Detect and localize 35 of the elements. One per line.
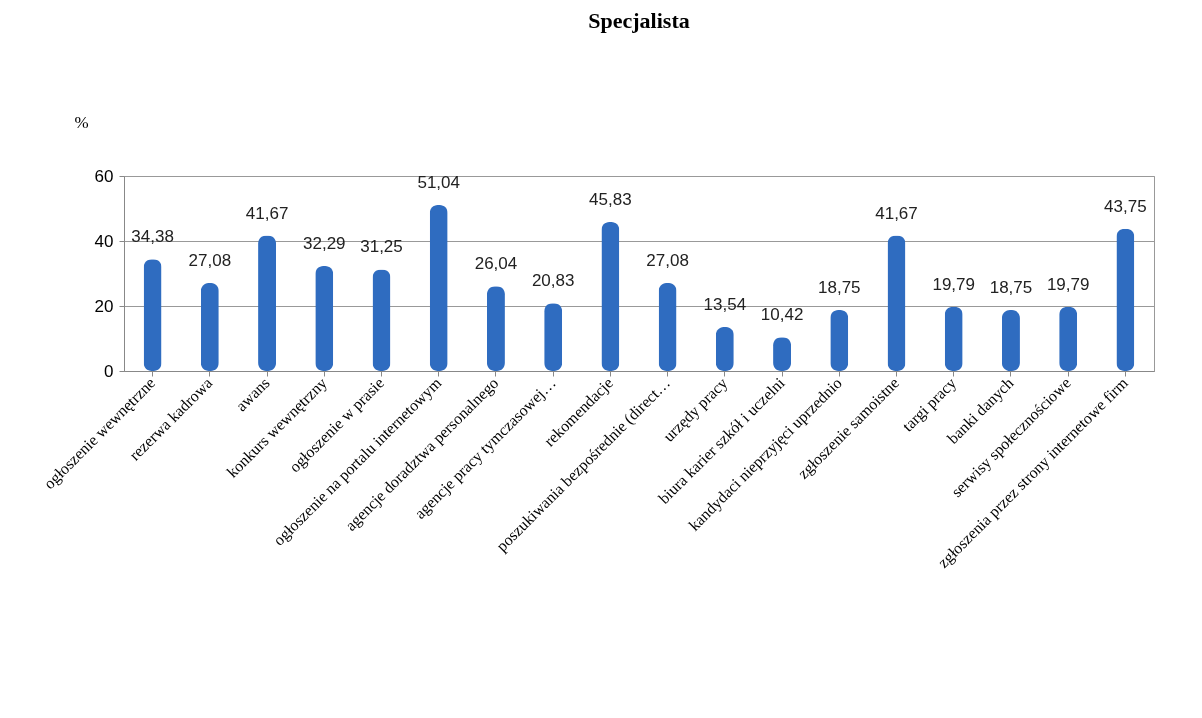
- y-tick-label: 40: [94, 231, 114, 251]
- bar: [429, 205, 448, 371]
- y-axis-title: %: [74, 112, 89, 132]
- data-label: 31,25: [360, 237, 403, 257]
- data-label: 51,04: [417, 173, 460, 193]
- bar: [200, 282, 219, 371]
- data-label: 27,08: [646, 250, 689, 270]
- bar: [486, 286, 505, 371]
- data-label: 45,83: [589, 190, 632, 210]
- chart-title: Specjalista: [588, 8, 690, 33]
- bar: [601, 222, 620, 371]
- y-tick-label: 60: [94, 166, 114, 186]
- data-label: 19,79: [932, 274, 975, 294]
- data-label: 19,79: [1046, 274, 1090, 294]
- y-tick-label: 0: [104, 361, 114, 381]
- bar: [315, 266, 334, 371]
- data-label: 27,08: [188, 250, 232, 270]
- data-label: 43,75: [1104, 196, 1147, 216]
- data-label: 32,29: [303, 234, 346, 254]
- bar: [658, 282, 677, 371]
- y-tick-label: 20: [94, 296, 114, 316]
- data-label: 13,54: [703, 294, 747, 314]
- bar: [372, 269, 391, 371]
- data-label: 34,38: [131, 227, 174, 247]
- data-label: 18,75: [818, 278, 861, 298]
- bar: [258, 235, 277, 371]
- data-label: 18,75: [989, 278, 1033, 298]
- bar: [1116, 228, 1135, 371]
- data-label: 41,67: [875, 203, 918, 223]
- data-label: 20,83: [531, 271, 575, 291]
- data-label: 26,04: [474, 254, 518, 274]
- bar: [887, 235, 906, 371]
- bar: [143, 259, 162, 371]
- data-label: 10,42: [760, 305, 804, 325]
- data-label: 41,67: [245, 203, 289, 223]
